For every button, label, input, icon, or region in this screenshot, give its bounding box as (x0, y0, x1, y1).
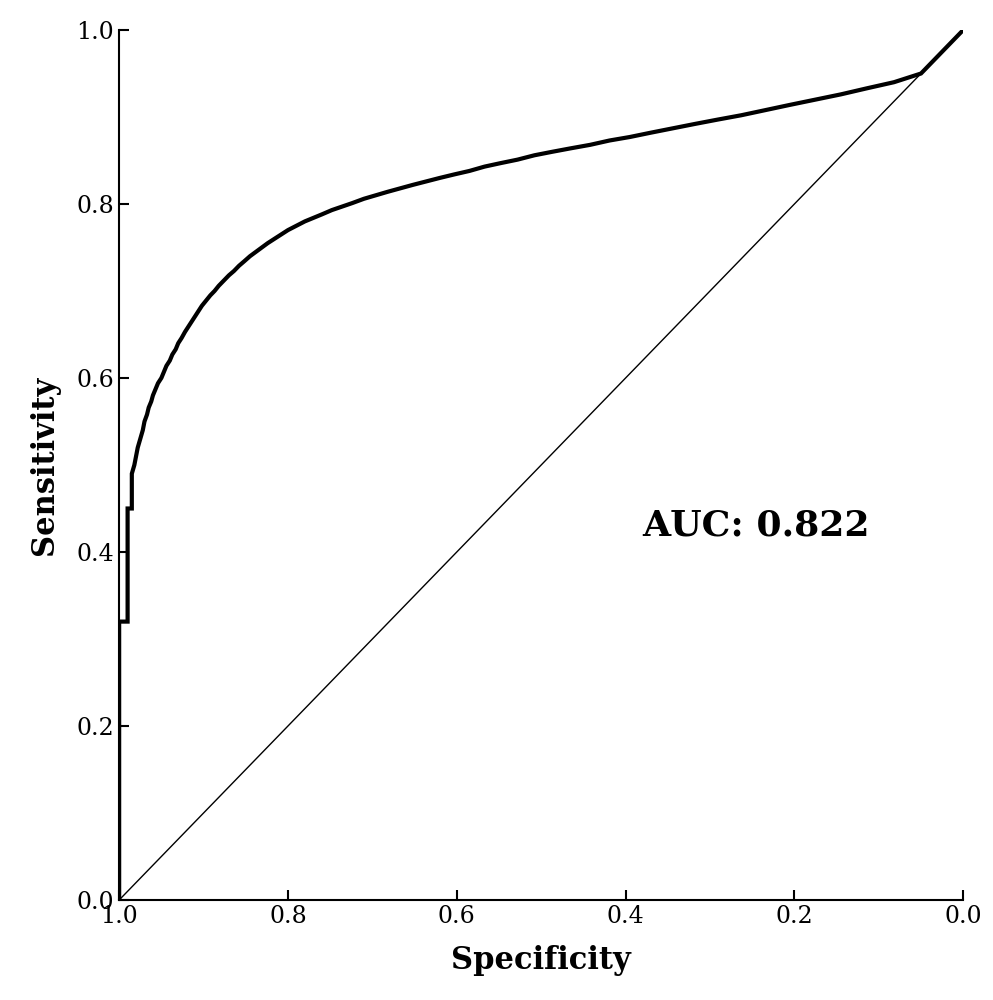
Text: AUC: 0.822: AUC: 0.822 (642, 509, 870, 543)
X-axis label: Specificity: Specificity (451, 945, 632, 976)
Y-axis label: Sensitivity: Sensitivity (29, 375, 60, 555)
